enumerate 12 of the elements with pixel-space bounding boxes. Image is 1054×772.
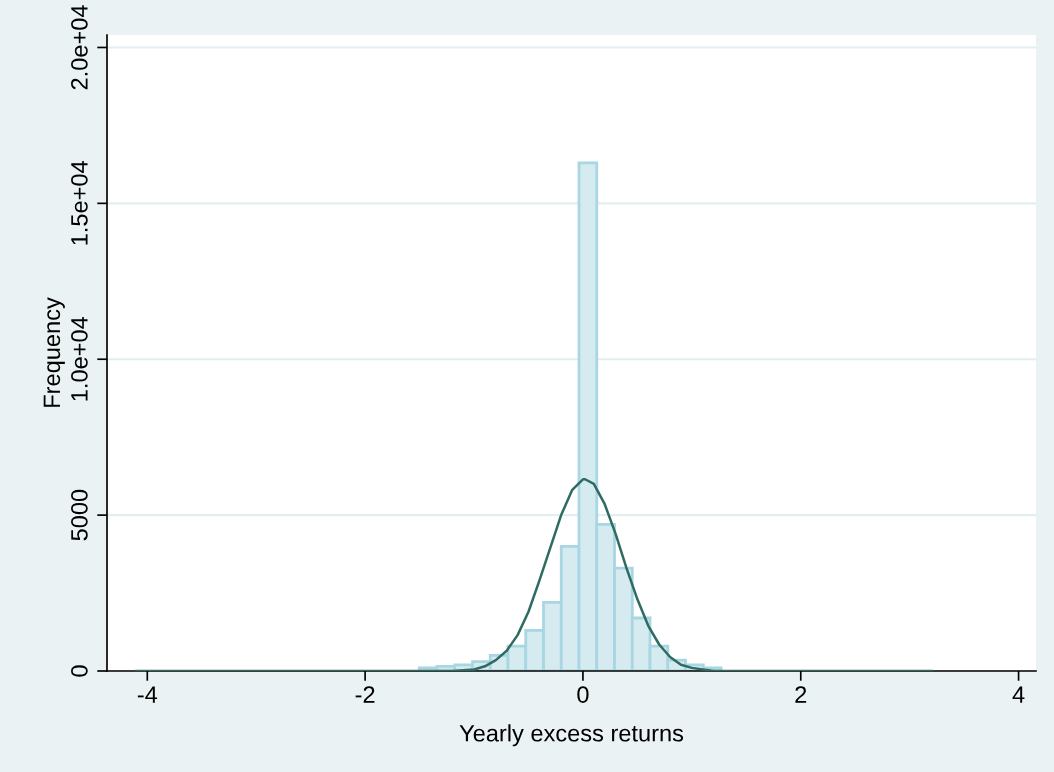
- x-tick-label: 0: [577, 686, 589, 703]
- y-tick-label: 2.0e+04: [71, 5, 88, 90]
- y-tick-label: 5000: [71, 489, 88, 541]
- y-tick-label: 0: [71, 665, 88, 677]
- x-tick-label: 2: [795, 686, 807, 703]
- x-tick-label: -2: [355, 686, 375, 703]
- x-tick-label: 4: [1012, 686, 1025, 703]
- y-tick-label: 1.0e+04: [71, 316, 88, 401]
- x-axis-title: Yearly excess returns: [459, 724, 684, 747]
- y-tick-label: 1.5e+04: [71, 161, 88, 245]
- x-tick-label: -4: [137, 686, 158, 703]
- y-axis-title: Frequency: [43, 297, 65, 407]
